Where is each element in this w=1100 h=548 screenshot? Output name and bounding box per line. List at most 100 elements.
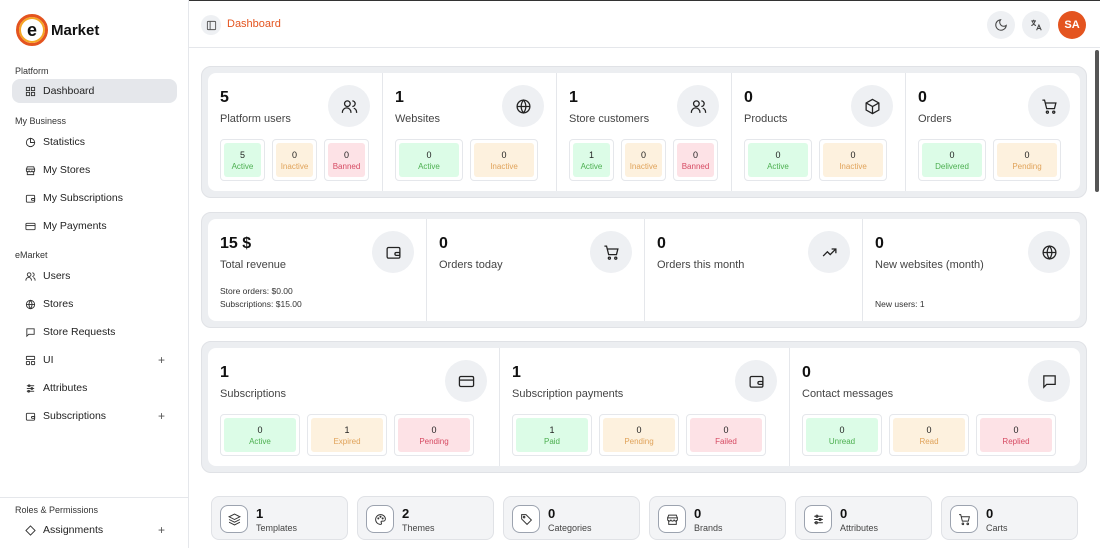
sidebar-item-attributes[interactable]: Attributes — [12, 376, 177, 400]
stat-value: 1 — [395, 89, 404, 106]
sidebar-item-label: Subscriptions — [43, 410, 107, 422]
tile-icon-badge — [804, 505, 832, 533]
tile-brands[interactable]: 0 Brands — [649, 496, 786, 540]
breakdown-replied: 0 Replied — [976, 414, 1056, 456]
breakdown-value: 0 — [257, 424, 263, 435]
store-icon — [666, 514, 678, 525]
sidebar-item-dashboard[interactable]: Dashboard — [12, 79, 177, 103]
breakdown-active: 1 Active — [569, 139, 614, 181]
logo[interactable]: e Market — [16, 14, 99, 46]
user-avatar[interactable]: SA — [1058, 11, 1086, 39]
theme-toggle-button[interactable] — [987, 11, 1015, 39]
tile-label: Carts — [986, 523, 1008, 533]
stat-value: 15 $ — [220, 235, 252, 252]
sidebar-item-my-payments[interactable]: My Payments — [12, 214, 177, 238]
stat-card-orders: 0 Orders 0 Delivered 0 Pending — [906, 73, 1082, 191]
logo-text: Market — [51, 21, 100, 39]
tile-attributes[interactable]: 0 Attributes — [795, 496, 932, 540]
nav-group-emarket: eMarket — [15, 250, 48, 260]
sidebar-item-users[interactable]: Users — [12, 264, 177, 288]
credit-card-icon — [24, 222, 36, 230]
stat-breakdown: 0 Active 1 Expired 0 Pending — [220, 414, 487, 456]
sidebar-item-label: My Subscriptions — [43, 192, 123, 204]
message-icon-wrap — [23, 325, 37, 339]
moon-icon — [995, 19, 1007, 31]
tile-icon-badge — [220, 505, 248, 533]
stat-breakdown: 5 Active 0 Inactive 0 Banned — [220, 139, 370, 181]
sidebar-item-label: Statistics — [43, 136, 86, 148]
breakdown-value: 0 — [1024, 149, 1030, 160]
stat-icon-badge — [735, 360, 777, 402]
nav-group-roles-permissions: Roles & Permissions — [15, 505, 99, 515]
sidebar-toggle-button[interactable] — [201, 15, 221, 35]
stat-breakdown: 1 Active 0 Inactive 0 Banned — [569, 139, 719, 181]
language-button[interactable] — [1022, 11, 1050, 39]
tile-label: Templates — [256, 523, 298, 533]
sidebar-item-statistics[interactable]: Statistics — [12, 130, 177, 154]
sidebar-item-store-requests[interactable]: Store Requests — [12, 320, 177, 344]
stat-card-new-websites-month: 0 New websites (month) New users: 1 — [863, 219, 1082, 321]
tile-templates[interactable]: 1 Templates — [211, 496, 348, 540]
expand-icon[interactable]: + — [157, 353, 165, 367]
sidebar-toggle-icon — [206, 20, 216, 30]
sidebar-item-label: Assignments — [43, 524, 104, 536]
breakdown-pending: 0 Pending — [599, 414, 679, 456]
sidebar-item-subscriptions[interactable]: Subscriptions + — [12, 404, 177, 428]
package-icon — [864, 98, 880, 114]
expand-icon[interactable]: + — [157, 409, 165, 423]
stat-value: 1 — [512, 364, 521, 381]
breakdown-inactive: 0 Inactive — [272, 139, 317, 181]
breadcrumb[interactable]: Dashboard — [227, 18, 281, 30]
layers-icon — [227, 513, 241, 525]
tile-value: 0 — [548, 506, 556, 521]
stat-label: Subscription payments — [512, 388, 624, 400]
credit-card-icon-wrap — [23, 219, 37, 233]
sidebar-item-assignments[interactable]: Assignments + — [12, 518, 177, 542]
users-icon — [341, 99, 357, 113]
sidebar: e Market Platform Dashboard My Business Sta… — [0, 0, 189, 548]
sidebar-item-label: Dashboard — [43, 85, 95, 97]
breakdown-label: Active — [767, 161, 789, 171]
tile-icon-badge — [950, 505, 978, 533]
breakdown-paid: 1 Paid — [512, 414, 592, 456]
wallet-icon-wrap — [23, 409, 37, 423]
stat-icon-badge — [851, 85, 893, 127]
pie-chart-icon — [25, 137, 35, 147]
stat-value: 0 — [875, 235, 884, 252]
stat-note: New users: 1 — [875, 299, 925, 309]
breakdown-value: 0 — [501, 149, 507, 160]
tile-themes[interactable]: 2 Themes — [357, 496, 494, 540]
stat-value: 0 — [744, 89, 753, 106]
diamond-icon — [24, 524, 36, 536]
sidebar-item-my-subscriptions[interactable]: My Subscriptions — [12, 186, 177, 210]
tile-carts[interactable]: 0 Carts — [941, 496, 1078, 540]
message-icon — [1042, 374, 1056, 389]
breakdown-inactive: 0 Inactive — [621, 139, 666, 181]
credit-card-icon — [458, 375, 474, 387]
stat-note: Store orders: $0.00 — [220, 286, 293, 296]
breakdown-label: Pending — [1012, 161, 1042, 171]
tile-icon-badge — [366, 505, 394, 533]
sidebar-item-stores[interactable]: Stores — [12, 292, 177, 316]
revenue-panel: 15 $ Total revenue Store orders: $0.00 Subs… — [201, 212, 1087, 328]
sidebar-item-label: Store Requests — [43, 326, 116, 338]
stat-breakdown: 0 Delivered 0 Pending — [918, 139, 1070, 181]
breakdown-value: 0 — [426, 149, 432, 160]
breakdown-value: 0 — [926, 424, 932, 435]
dashboard-icon-wrap — [23, 84, 37, 98]
wallet-icon — [385, 246, 401, 259]
expand-icon[interactable]: + — [157, 523, 165, 537]
wallet-icon — [25, 412, 35, 421]
breakdown-value: 0 — [839, 424, 845, 435]
breakdown-label: Replied — [1002, 436, 1030, 446]
stat-card-orders-this-month: 0 Orders this month — [645, 219, 863, 321]
tile-categories[interactable]: 0 Categories — [503, 496, 640, 540]
nav-group-my-business: My Business — [15, 116, 67, 126]
tag-icon — [520, 513, 532, 525]
stat-icon-badge — [328, 85, 370, 127]
page-scrollbar[interactable] — [1095, 50, 1099, 192]
sidebar-item-ui[interactable]: UI + — [12, 348, 177, 372]
breakdown-active: 0 Active — [744, 139, 812, 181]
breakdown-active: 5 Active — [220, 139, 265, 181]
sidebar-item-my-stores[interactable]: My Stores — [12, 158, 177, 182]
